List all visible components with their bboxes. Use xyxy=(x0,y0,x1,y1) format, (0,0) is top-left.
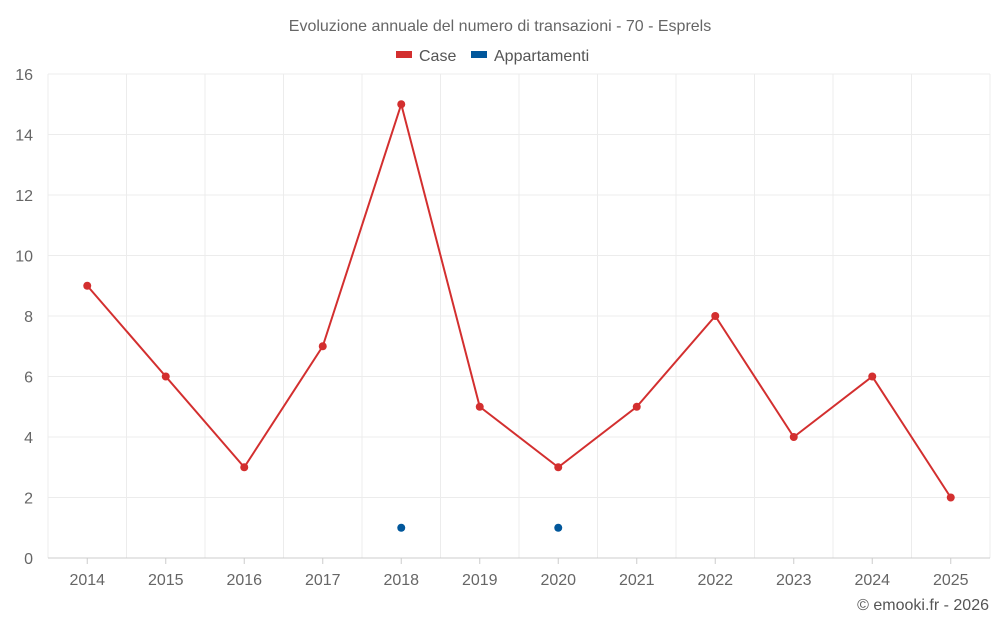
y-tick-label: 6 xyxy=(24,370,33,387)
legend-swatch-appartamenti xyxy=(471,51,487,58)
x-tick-label: 2021 xyxy=(619,572,655,589)
data-point-case[interactable] xyxy=(397,100,406,109)
data-point-case[interactable] xyxy=(240,463,249,472)
data-point-case[interactable] xyxy=(868,372,877,381)
data-point-case[interactable] xyxy=(318,342,327,351)
x-tick-label: 2022 xyxy=(697,572,733,589)
y-tick-label: 14 xyxy=(15,128,33,145)
series-line-case xyxy=(86,103,952,499)
x-tick-label: 2014 xyxy=(69,572,105,589)
x-tick-label: 2024 xyxy=(854,572,890,589)
data-point-case[interactable] xyxy=(632,402,641,411)
x-tick-label: 2020 xyxy=(540,572,576,589)
data-point-case[interactable] xyxy=(83,281,92,290)
y-tick-label: 0 xyxy=(24,551,33,568)
data-point-case[interactable] xyxy=(711,312,720,320)
credit-text: © emooki.fr - 2026 xyxy=(857,597,989,614)
data-point-case[interactable] xyxy=(789,433,798,441)
y-tick-label: 4 xyxy=(24,430,33,447)
data-point-appartamenti[interactable] xyxy=(397,523,406,532)
axes: 0 2 4 6 8 10 12 14 16 2014 2015 2016 2017 2018 2019 202… xyxy=(15,67,990,589)
x-tick-label: 2015 xyxy=(148,572,184,589)
chart-title: Evoluzione annuale del numero di transaz… xyxy=(289,18,711,35)
x-tick-label: 2016 xyxy=(226,572,262,589)
series xyxy=(83,100,955,532)
x-tick-label: 2023 xyxy=(776,572,812,589)
legend-swatch-case xyxy=(396,51,412,58)
y-tick-label: 8 xyxy=(24,309,33,326)
x-tick-label: 2019 xyxy=(462,572,498,589)
legend-label-case[interactable]: Case xyxy=(419,48,456,65)
y-tick-label: 16 xyxy=(15,67,33,84)
legend: Case Appartamenti xyxy=(396,48,589,65)
legend-label-appartamenti[interactable]: Appartamenti xyxy=(494,48,589,65)
x-tick-label: 2025 xyxy=(933,572,969,589)
data-point-case[interactable] xyxy=(554,463,563,472)
y-tick-label: 12 xyxy=(15,188,33,205)
y-tick-label: 10 xyxy=(15,249,33,266)
data-point-case[interactable] xyxy=(475,402,484,411)
data-point-case[interactable] xyxy=(161,372,170,381)
x-tick-label: 2017 xyxy=(305,572,341,589)
x-tick-label: 2018 xyxy=(383,572,419,589)
data-point-case[interactable] xyxy=(946,493,955,502)
y-tick-label: 2 xyxy=(24,491,33,508)
data-point-appartamenti[interactable] xyxy=(554,523,563,532)
grid xyxy=(47,73,991,559)
